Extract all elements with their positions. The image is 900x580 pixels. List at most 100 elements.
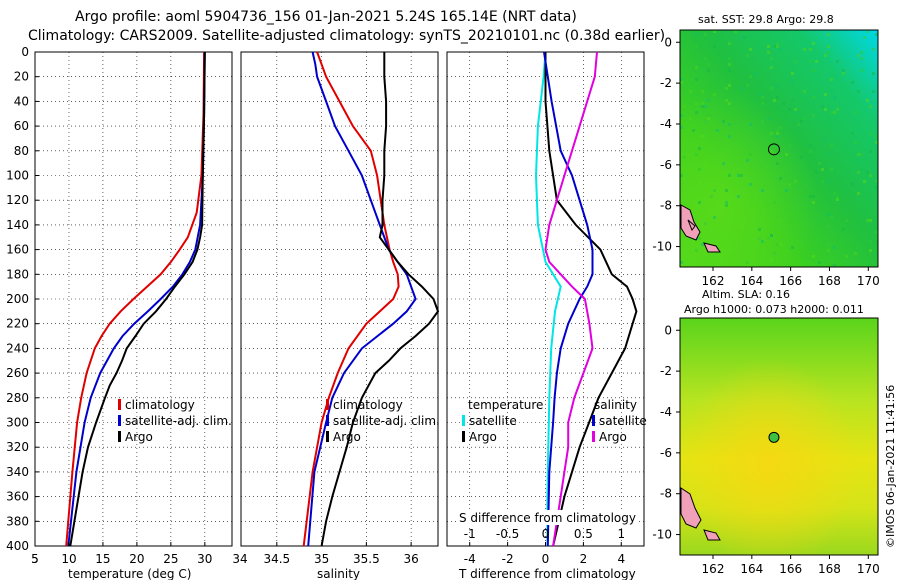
sst-pixel: [698, 237, 701, 240]
x-tick-label: 35: [314, 552, 329, 566]
sst-pixel: [821, 105, 824, 108]
sst-pixel: [809, 144, 812, 147]
sst-pixel: [701, 243, 704, 246]
sst-pixel: [779, 219, 782, 222]
island-land: [703, 529, 721, 541]
y-tick-label: 60: [14, 119, 29, 133]
y-tick-label: -2: [660, 76, 672, 90]
x-tick-label: 166: [779, 274, 802, 288]
sst-pixel: [857, 192, 860, 195]
legend-swatch-s-argo: [592, 431, 595, 442]
s-axis-label-background: [456, 510, 636, 525]
sst-pixel: [680, 78, 683, 81]
sst-pixel: [767, 132, 770, 135]
s-axis-tick-label: -0.5: [496, 527, 519, 541]
sst-pixel: [713, 30, 716, 33]
sst-pixel: [827, 51, 830, 54]
sst-pixel: [698, 180, 701, 183]
sst-pixel: [830, 216, 833, 219]
sst-pixel: [695, 45, 698, 48]
sst-pixel: [833, 192, 836, 195]
sst-pixel: [776, 243, 779, 246]
sst-pixel: [863, 180, 866, 183]
sst-pixel: [869, 219, 872, 222]
series-line-satellite-adj-clim-: [67, 51, 206, 547]
sst-pixel: [791, 195, 794, 198]
sst-pixel: [746, 261, 749, 264]
legend-title-salinity: salinity: [594, 398, 637, 412]
sst-pixel: [827, 243, 830, 246]
sst-pixel: [704, 222, 707, 225]
y-tick-label: 340: [6, 465, 29, 479]
y-tick-label: -6: [660, 446, 672, 460]
sst-pixel: [797, 123, 800, 126]
sst-pixel: [842, 228, 845, 231]
sst-pixel: [791, 81, 794, 84]
y-tick-label: 380: [6, 514, 29, 528]
legend-label-climatology: climatology: [125, 398, 195, 412]
sst-pixel: [749, 48, 752, 51]
sla-map-ticks: 162 164 166 168 170 0 -2 -4 -6 -8 -10: [652, 323, 879, 576]
sst-pixel: [857, 90, 860, 93]
argo-float-location-marker: [768, 431, 780, 443]
sla-map-subtitle: Argo h1000: 0.073 h2000: 0.011: [684, 303, 864, 316]
sst-pixel: [875, 135, 878, 138]
difference-series: [534, 51, 638, 547]
legend-swatch-satellite: [118, 415, 121, 426]
island-land: [703, 242, 721, 253]
sst-pixel: [770, 150, 773, 153]
x-tick-label: 15: [95, 552, 110, 566]
sst-pixel: [860, 69, 863, 72]
island-land: [680, 487, 702, 529]
sst-pixel: [857, 171, 860, 174]
sst-pixel: [875, 231, 878, 234]
x-tick-label: 36: [403, 552, 418, 566]
sst-pixel: [827, 249, 830, 252]
difference-grid: [447, 52, 644, 546]
sst-pixel: [776, 135, 779, 138]
sst-pixel: [851, 132, 854, 135]
sst-map-ticks: 162 164 166 168 170 0 -2 -4 -6 -8 -10: [652, 35, 879, 288]
sst-pixel: [866, 219, 869, 222]
sst-pixel: [800, 120, 803, 123]
sst-pixel: [821, 180, 824, 183]
sst-pixel: [701, 105, 704, 108]
sst-pixel: [869, 240, 872, 243]
y-tick-label: 400: [6, 539, 29, 553]
sst-pixel: [749, 153, 752, 156]
sst-pixel: [818, 162, 821, 165]
x-tick-label: 10: [61, 552, 76, 566]
y-tick-label: 360: [6, 490, 29, 504]
salinity-series: [302, 51, 440, 547]
sst-map-frame: [679, 29, 879, 268]
sst-pixel: [845, 219, 848, 222]
sst-pixel: [830, 78, 833, 81]
sst-pixel: [827, 213, 830, 216]
sst-pixel: [728, 174, 731, 177]
y-tick-label: -8: [660, 199, 672, 213]
sst-pixel: [830, 144, 833, 147]
series-line-argo: [320, 52, 440, 547]
sst-pixel: [836, 60, 839, 63]
sst-pixel: [779, 243, 782, 246]
sst-pixel: [692, 129, 695, 132]
sst-pixel: [770, 234, 773, 237]
s-axis-tick-label: 0: [542, 527, 550, 541]
sst-pixel: [713, 45, 716, 48]
sst-pixel: [824, 54, 827, 57]
sst-pixel: [746, 159, 749, 162]
sst-pixel: [728, 63, 731, 66]
sst-pixel: [791, 72, 794, 75]
sst-pixel: [758, 225, 761, 228]
sst-pixel: [773, 156, 776, 159]
x-tick-label: 4: [617, 552, 625, 566]
legend-swatch-argo: [118, 431, 121, 442]
sst-pixel: [725, 87, 728, 90]
series-line-climatology: [302, 51, 400, 547]
sst-pixel: [698, 135, 701, 138]
sst-pixel: [776, 162, 779, 165]
sst-pixel: [761, 120, 764, 123]
x-tick-label: 20: [129, 552, 144, 566]
sst-pixel: [812, 96, 815, 99]
temperature-xlabel: temperature (deg C): [68, 567, 191, 580]
